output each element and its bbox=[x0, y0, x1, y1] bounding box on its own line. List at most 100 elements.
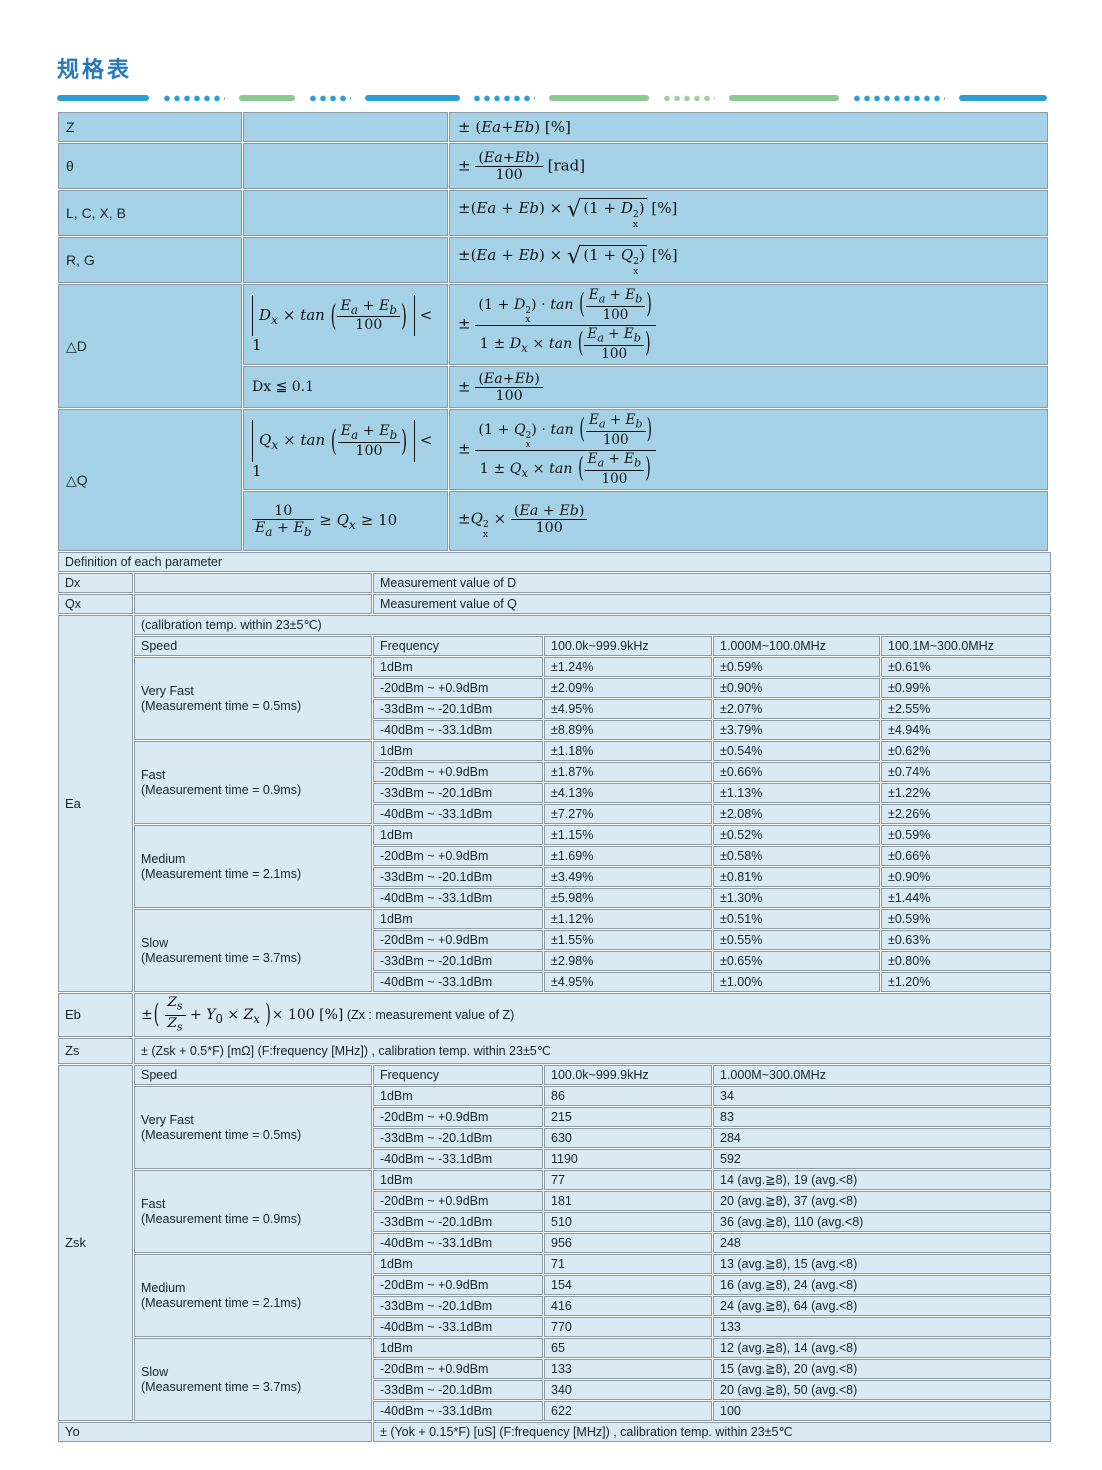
value-cell: ±0.55% bbox=[713, 930, 880, 951]
value-cell: 13 (avg.≧8), 15 (avg.<8) bbox=[713, 1254, 1051, 1275]
value-cell: ±4.95% bbox=[544, 699, 712, 720]
frequency-cell: -40dBm ~ -33.1dBm bbox=[373, 1233, 543, 1254]
value-cell: ±4.13% bbox=[544, 783, 712, 804]
value-cell: ±2.55% bbox=[881, 699, 1051, 720]
value-cell: 14 (avg.≧8), 19 (avg.<8) bbox=[713, 1170, 1051, 1191]
empty-cell bbox=[134, 594, 372, 615]
param-label: △D bbox=[58, 284, 242, 409]
divider-dash bbox=[57, 95, 149, 101]
decorative-divider bbox=[57, 94, 1047, 102]
table-row: -33dBm ~ -20.1dBm ±4.13% ±1.13% ±1.22% bbox=[58, 783, 1051, 804]
header-cell: Speed bbox=[134, 636, 372, 657]
value-cell: ±1.55% bbox=[544, 930, 712, 951]
table-row: -40dBm ~ -33.1dBm ±8.89% ±3.79% ±4.94% bbox=[58, 720, 1051, 741]
frequency-cell: -33dBm ~ -20.1dBm bbox=[373, 1212, 543, 1233]
frequency-cell: 1dBm bbox=[373, 741, 543, 762]
definition-header-row: Definition of each parameter bbox=[58, 552, 1051, 573]
value-cell: 24 (avg.≧8), 64 (avg.<8) bbox=[713, 1296, 1051, 1317]
condition-cell bbox=[243, 237, 448, 283]
page-title: 规格表 bbox=[57, 57, 133, 82]
value-cell: ±8.89% bbox=[544, 720, 712, 741]
frequency-cell: -40dBm ~ -33.1dBm bbox=[373, 720, 543, 741]
param-label: θ bbox=[58, 143, 242, 189]
condition-cell bbox=[243, 112, 448, 142]
value-cell: ±1.87% bbox=[544, 762, 712, 783]
value-cell: 20 (avg.≧8), 50 (avg.<8) bbox=[713, 1380, 1051, 1401]
value-cell: 34 bbox=[713, 1086, 1051, 1107]
value-cell: 154 bbox=[544, 1275, 712, 1296]
table-row: Very Fast (Measurement time = 0.5ms) 1dBm… bbox=[58, 1086, 1051, 1170]
header-cell: 1.000M~100.0MHz bbox=[713, 636, 880, 657]
table-row: -20dBm ~ +0.9dBm ±1.55% ±0.55% ±0.63% bbox=[58, 930, 1051, 951]
value-cell: 510 bbox=[544, 1212, 712, 1233]
frequency-cell: 1dBm bbox=[373, 1086, 543, 1107]
frequency-cell: 1dBm bbox=[373, 1170, 543, 1191]
table-row: -40dBm ~ -33.1dBm ±7.27% ±2.08% ±2.26% bbox=[58, 804, 1051, 825]
value-cell: 86 bbox=[544, 1086, 712, 1107]
value-cell: ±7.27% bbox=[544, 804, 712, 825]
value-cell: ±4.94% bbox=[881, 720, 1051, 741]
table-row: Fast (Measurement time = 0.9ms) 1dBm ±1.18… bbox=[58, 741, 1051, 825]
accuracy-formula-table: Z ± (Ea+Eb) [%] θ ± (Ea+Eb) 100 [rad] L, … bbox=[57, 111, 1049, 553]
table-row: -33dBm ~ -20.1dBm 340 20 (avg.≧8), 50 (avg… bbox=[58, 1380, 1051, 1401]
value-cell: 622 bbox=[544, 1401, 712, 1422]
frequency-cell: -20dBm ~ +0.9dBm bbox=[373, 846, 543, 867]
value-cell: 248 bbox=[713, 1233, 1051, 1254]
frequency-cell: 1dBm bbox=[373, 1254, 543, 1275]
formula-cell: ± (1 + D 2 x) · tan (Ea + Eb 100) 1 ± Dx × t… bbox=[449, 284, 1048, 366]
table-row: Medium (Measurement time = 2.1ms) 1dBm 71 1… bbox=[58, 1254, 1051, 1338]
speed-cell: Slow (Measurement time = 3.7ms) bbox=[134, 1338, 372, 1422]
value-cell: ±2.08% bbox=[713, 804, 880, 825]
value-cell: 20 (avg.≧8), 37 (avg.<8) bbox=[713, 1191, 1051, 1212]
divider-dots bbox=[162, 95, 225, 101]
header-cell: 100.0k~999.9kHz bbox=[544, 1065, 712, 1086]
value-cell: ±1.20% bbox=[881, 972, 1051, 993]
value-cell: ±0.66% bbox=[881, 846, 1051, 867]
value-cell: ±0.59% bbox=[881, 825, 1051, 846]
param-label: R, G bbox=[58, 237, 242, 283]
description-cell: Measurement value of D bbox=[373, 573, 1051, 594]
header-cell: 1.000M~300.0MHz bbox=[713, 1065, 1051, 1086]
speed-cell: Very Fast (Measurement time = 0.5ms) bbox=[134, 657, 372, 741]
value-cell: 956 bbox=[544, 1233, 712, 1254]
value-cell: 215 bbox=[544, 1107, 712, 1128]
frequency-cell: -20dBm ~ +0.9dBm bbox=[373, 1191, 543, 1212]
value-cell: 592 bbox=[713, 1149, 1051, 1170]
frequency-cell: -40dBm ~ -33.1dBm bbox=[373, 1317, 543, 1338]
value-cell: 416 bbox=[544, 1296, 712, 1317]
description-cell: Measurement value of Q bbox=[373, 594, 1051, 615]
value-cell: 15 (avg.≧8), 20 (avg.<8) bbox=[713, 1359, 1051, 1380]
table-row: -40dBm ~ -33.1dBm 956 248 bbox=[58, 1233, 1051, 1254]
value-cell: 16 (avg.≧8), 24 (avg.<8) bbox=[713, 1275, 1051, 1296]
value-cell: ±1.15% bbox=[544, 825, 712, 846]
param-label: L, C, X, B bbox=[58, 190, 242, 236]
param-label: Zsk bbox=[58, 1065, 133, 1422]
value-cell: 340 bbox=[544, 1380, 712, 1401]
value-cell: 36 (avg.≧8), 110 (avg.<8) bbox=[713, 1212, 1051, 1233]
frequency-cell: -33dBm ~ -20.1dBm bbox=[373, 951, 543, 972]
table-row: -40dBm ~ -33.1dBm 1190 592 bbox=[58, 1149, 1051, 1170]
value-cell: ±2.09% bbox=[544, 678, 712, 699]
header-cell: 100.1M~300.0MHz bbox=[881, 636, 1051, 657]
param-label: Zs bbox=[58, 1038, 133, 1065]
formula-cell: ±( Zs Zs + Y0 × Zx )× 100 [%] (Zx : measu… bbox=[134, 993, 1051, 1038]
condition-cell: Dx ≦ 0.1 bbox=[243, 366, 448, 409]
frequency-cell: -40dBm ~ -33.1dBm bbox=[373, 1149, 543, 1170]
value-cell: ±1.44% bbox=[881, 888, 1051, 909]
divider-dots bbox=[473, 95, 536, 101]
frequency-cell: -33dBm ~ -20.1dBm bbox=[373, 699, 543, 720]
frequency-cell: -20dBm ~ +0.9dBm bbox=[373, 930, 543, 951]
value-cell: ±0.54% bbox=[713, 741, 880, 762]
row-lcxb: L, C, X, B ±(Ea + Eb) × √ (1 + D 2 x) [%] bbox=[58, 190, 1048, 236]
frequency-cell: -33dBm ~ -20.1dBm bbox=[373, 1380, 543, 1401]
value-cell: 133 bbox=[713, 1317, 1051, 1338]
row-delta-q: △Q Qx × tan (Ea + Eb 100) < 1 ± (1 + Q 2 x)… bbox=[58, 409, 1048, 552]
param-label: △Q bbox=[58, 409, 242, 552]
formula-cell: ±(Ea + Eb) × √ (1 + Q 2 x) [%] bbox=[449, 237, 1048, 283]
value-cell: ±0.51% bbox=[713, 909, 880, 930]
frequency-cell: -20dBm ~ +0.9dBm bbox=[373, 678, 543, 699]
header-cell: 100.0k~999.9kHz bbox=[544, 636, 712, 657]
frequency-cell: -40dBm ~ -33.1dBm bbox=[373, 888, 543, 909]
divider-dash bbox=[549, 95, 650, 101]
